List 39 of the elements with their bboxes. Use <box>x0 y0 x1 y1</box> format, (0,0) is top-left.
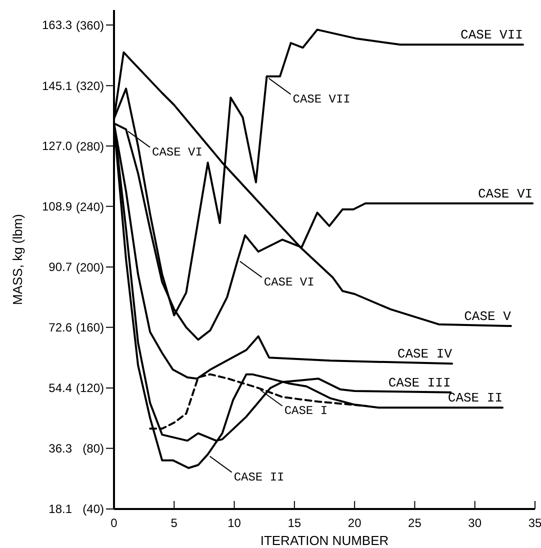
y-tick-label: 145.1 <box>42 78 72 93</box>
x-tick-label: 35 <box>528 516 541 530</box>
x-tick-label: 15 <box>288 516 302 530</box>
x-axis-title: ITERATION NUMBER <box>260 533 389 548</box>
y-tick-label: 127.0 <box>42 139 72 154</box>
annotation: CASE III <box>388 375 451 390</box>
x-tick-label: 0 <box>110 516 118 530</box>
y2-tick-label: (80) <box>82 442 104 456</box>
y2-tick-label: (40) <box>82 502 104 516</box>
y-tick-label: 18.1 <box>48 502 72 516</box>
y-tick-label: 90.7 <box>48 260 72 274</box>
annotation: CASE VI <box>264 275 314 290</box>
annotation: CASE V <box>464 309 512 324</box>
x-tick-label: 20 <box>348 516 362 530</box>
y2-tick-label: (280) <box>76 139 104 154</box>
x-tick-label: 25 <box>408 516 422 530</box>
y-tick-label: 36.3 <box>48 442 72 456</box>
annotation: CASE I <box>284 404 328 418</box>
annotation: CASE IV <box>397 346 452 362</box>
y-axis-title: MASS, kg (lbm) <box>10 214 25 306</box>
annotation: CASE VII <box>292 92 350 106</box>
annotation: CASE VI <box>152 145 202 160</box>
annotation: CASE II <box>234 470 284 484</box>
x-tick-label: 30 <box>468 516 482 530</box>
x-tick-label: 10 <box>228 516 242 530</box>
y2-tick-label: (120) <box>76 381 104 396</box>
y-tick-label: 54.4 <box>48 381 72 396</box>
annotation: CASE VI <box>478 186 533 202</box>
y2-tick-label: (320) <box>76 78 104 93</box>
annotation: CASE VII <box>460 28 523 43</box>
x-tick-label: 5 <box>170 516 178 530</box>
y-tick-label: 163.3 <box>42 18 72 32</box>
annotation: CASE II <box>448 390 503 406</box>
y-tick-label: 108.9 <box>42 200 72 214</box>
y2-tick-label: (160) <box>76 320 104 335</box>
y2-tick-label: (360) <box>76 18 104 32</box>
y-tick-label: 72.6 <box>48 320 72 335</box>
y2-tick-label: (240) <box>76 200 104 214</box>
y2-tick-label: (200) <box>76 260 104 274</box>
